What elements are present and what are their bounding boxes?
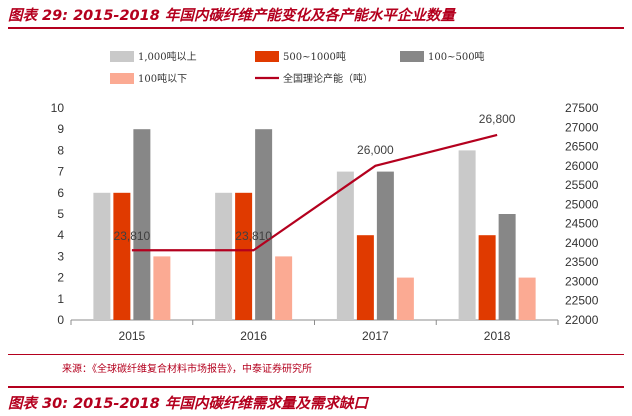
y-right-tick-label: 25500 bbox=[565, 178, 599, 192]
y-right-tick-label: 27500 bbox=[565, 101, 599, 115]
bar bbox=[255, 129, 273, 320]
bar bbox=[235, 192, 253, 320]
y-right-tick-label: 24000 bbox=[565, 236, 599, 250]
legend-label: 全国理论产能（吨） bbox=[283, 72, 373, 85]
legend-swatch bbox=[110, 73, 134, 84]
y-right-tick-label: 27000 bbox=[565, 120, 599, 134]
bar bbox=[133, 129, 151, 320]
y-left-tick-label: 10 bbox=[51, 101, 65, 115]
y-right-tick-label: 25000 bbox=[565, 197, 599, 211]
y-right-tick-label: 23500 bbox=[565, 255, 599, 269]
y-right-tick-label: 23000 bbox=[565, 274, 599, 288]
capacity-data-label: 23,810 bbox=[235, 229, 272, 243]
capacity-data-label: 26,800 bbox=[479, 112, 516, 126]
legend-label: 1,000吨以上 bbox=[138, 50, 197, 63]
y-left-tick-label: 2 bbox=[57, 271, 64, 285]
x-tick-label: 2015 bbox=[119, 329, 146, 343]
legend-swatch bbox=[255, 51, 279, 62]
next-chart-title: 图表 30: 2015-2018 年国内碳纤维需求量及需求缺口 bbox=[8, 396, 368, 412]
section-rule bbox=[8, 386, 624, 388]
y-left-tick-label: 9 bbox=[57, 122, 64, 136]
source-note: 来源：《全球碳纤维复合材料市场报告》，中泰证券研究所 bbox=[62, 364, 312, 375]
bar bbox=[356, 235, 374, 320]
y-left-tick-label: 3 bbox=[57, 249, 64, 263]
y-right-tick-label: 26500 bbox=[565, 140, 599, 154]
axes: 0 1 2 3 4 5 6 7 8 9 10 22000 22500 23000 23500 24000 245… bbox=[51, 101, 599, 343]
legend-label: 100~500吨 bbox=[428, 50, 485, 63]
legend: 1,000吨以上 500~1000吨 100~500吨 100吨以下 全国理论产能（吨） bbox=[110, 50, 485, 85]
x-tick-label: 2016 bbox=[240, 329, 267, 343]
bar bbox=[458, 150, 476, 320]
bar bbox=[336, 171, 354, 320]
y-left-tick-label: 8 bbox=[57, 143, 64, 157]
capacity-data-label: 23,810 bbox=[114, 229, 151, 243]
bars bbox=[93, 129, 536, 320]
bar bbox=[396, 277, 414, 320]
y-right-tick-label: 26000 bbox=[565, 159, 599, 173]
bar bbox=[275, 256, 293, 320]
source-rule bbox=[8, 354, 624, 355]
y-left-tick-label: 7 bbox=[57, 165, 64, 179]
y-right-tick-label: 24500 bbox=[565, 217, 599, 231]
y-left-tick-label: 1 bbox=[57, 292, 64, 306]
capacity-line: 23,810 23,810 26,000 26,800 bbox=[114, 112, 516, 252]
title-rule bbox=[8, 27, 624, 29]
bar bbox=[215, 192, 233, 320]
bar bbox=[153, 256, 171, 320]
legend-label: 100吨以下 bbox=[138, 72, 187, 85]
x-tick-label: 2018 bbox=[484, 329, 511, 343]
legend-swatch bbox=[400, 51, 424, 62]
bar bbox=[93, 192, 111, 320]
bar bbox=[478, 235, 496, 320]
capacity-line-path bbox=[131, 133, 498, 252]
y-right-tick-label: 22000 bbox=[565, 313, 599, 327]
legend-label: 500~1000吨 bbox=[283, 50, 346, 63]
y-left-tick-label: 4 bbox=[57, 228, 64, 242]
chart-title: 图表 29: 2015-2018 年国内碳纤维产能变化及各产能水平企业数量 bbox=[8, 8, 455, 24]
y-right-tick-label: 22500 bbox=[565, 294, 599, 308]
bar bbox=[518, 277, 536, 320]
bar bbox=[498, 214, 516, 320]
y-left-tick-label: 6 bbox=[57, 186, 64, 200]
bar bbox=[376, 171, 394, 320]
y-left-tick-label: 5 bbox=[57, 207, 64, 221]
y-left-tick-label: 0 bbox=[57, 313, 64, 327]
legend-swatch bbox=[110, 51, 134, 62]
x-tick-label: 2017 bbox=[362, 329, 389, 343]
capacity-data-label: 26,000 bbox=[357, 143, 394, 157]
bar bbox=[113, 192, 131, 320]
